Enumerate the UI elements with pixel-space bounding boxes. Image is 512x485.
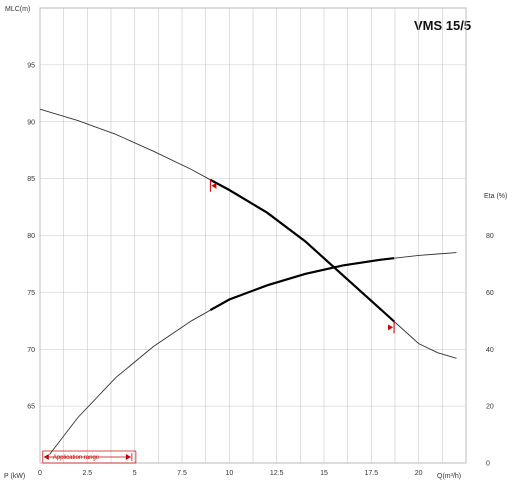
y-right-tick-label: 20 [486, 404, 494, 411]
y-right-tick-label: 40 [486, 347, 494, 354]
x-tick-label: 5 [133, 470, 137, 477]
application-range-arrow-left [43, 454, 49, 460]
x-axis-label: Q(m³/h) [437, 473, 461, 480]
y-left-tick-label: 65 [27, 404, 35, 411]
right-axis-label: Eta (%) [484, 193, 507, 200]
y-left-tick-label: 85 [27, 176, 35, 183]
x-tick-label: 17.5 [365, 470, 379, 477]
y-left-tick-label: 90 [27, 119, 35, 126]
series-operating-eta [209, 257, 395, 312]
application-range-arrow-right [125, 454, 131, 460]
tick-labels: 0 2.5 5 7.5 10 12.5 15 17.5 20 65 70 75 80 85 90 95 0 20 4… [27, 62, 494, 477]
x-tick-label: 7.5 [177, 470, 187, 477]
y-right-tick-label: 80 [486, 233, 494, 240]
y-right-tick-label: 0 [486, 461, 490, 468]
x-tick-label: 10 [225, 470, 233, 477]
power-axis-label: P (kW) [4, 473, 25, 480]
y-right-tick-label: 60 [486, 290, 494, 297]
y-left-tick-label: 75 [27, 290, 35, 297]
y-left-tick-label: 95 [27, 62, 35, 69]
left-axis-label: MLC(m) [5, 6, 30, 13]
x-tick-label: 20 [415, 470, 423, 477]
grid [39, 7, 467, 464]
annotations-layer: Application range [42, 179, 395, 464]
application-range-box [42, 450, 137, 464]
range-marker-arrow [211, 182, 217, 189]
x-tick-label: 2.5 [82, 470, 92, 477]
x-tick-label: 12.5 [270, 470, 284, 477]
y-left-tick-label: 80 [27, 233, 35, 240]
series-operating-head [209, 178, 395, 323]
x-tick-label: 15 [320, 470, 328, 477]
y-left-tick-label: 70 [27, 347, 35, 354]
range-marker-arrow [388, 324, 394, 331]
x-tick-label: 0 [38, 470, 42, 477]
application-range-label: Application range [53, 455, 100, 461]
series-layer [39, 108, 457, 455]
